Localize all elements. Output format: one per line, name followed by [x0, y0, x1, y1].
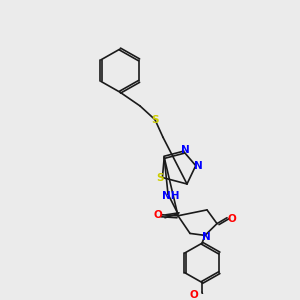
- Text: NH: NH: [162, 191, 180, 201]
- Text: N: N: [202, 232, 210, 242]
- Text: O: O: [190, 290, 198, 300]
- Text: N: N: [194, 160, 203, 171]
- Text: S: S: [151, 115, 159, 125]
- Text: S: S: [157, 173, 164, 184]
- Text: O: O: [154, 210, 162, 220]
- Text: N: N: [181, 145, 190, 155]
- Text: O: O: [228, 214, 236, 224]
